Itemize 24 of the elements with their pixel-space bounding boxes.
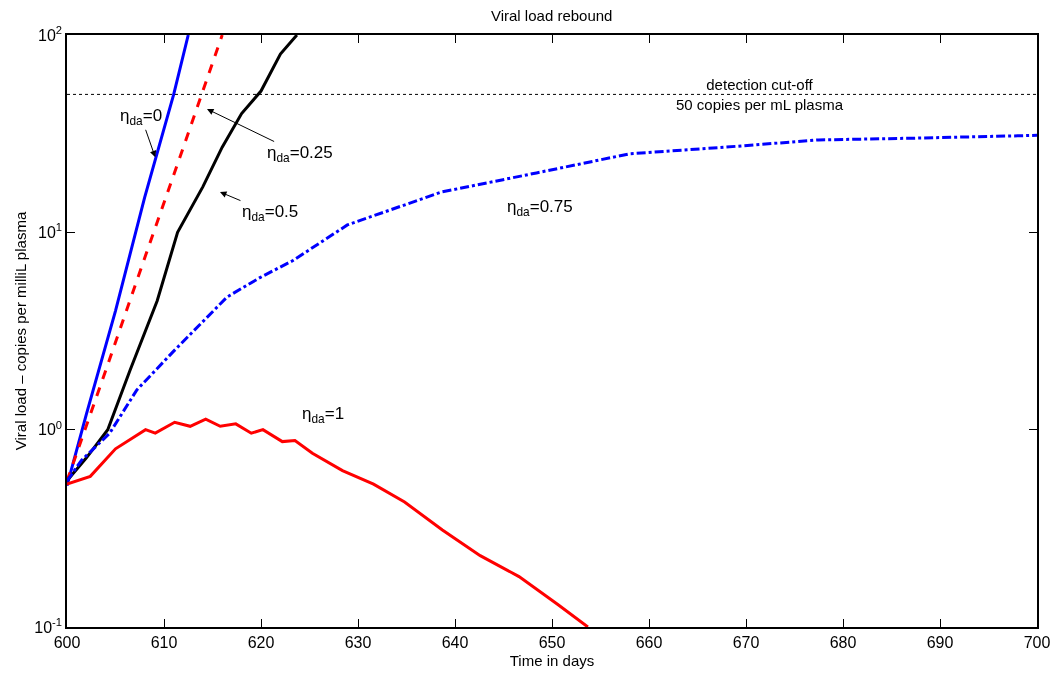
x-tick-label: 650 bbox=[538, 633, 566, 651]
x-tick-label: 700 bbox=[1023, 633, 1051, 651]
y-tick-label: 10$^{2}$ bbox=[38, 23, 63, 44]
x-tick-label: 660 bbox=[635, 633, 663, 651]
annotation: η$_{da}$=0 bbox=[120, 106, 163, 128]
annotation: η$_{da}$=0.25 bbox=[267, 143, 333, 165]
chart-title: Viral load rebound bbox=[490, 6, 613, 24]
annotation: η$_{da}$=0.75 bbox=[507, 197, 573, 219]
y-axis-title: Viral load – copies per milliL plasma bbox=[12, 211, 30, 451]
y-tick-label: 10$^{-1}$ bbox=[34, 615, 63, 636]
x-tick-label: 630 bbox=[344, 633, 372, 651]
x-axis-title: Time in days bbox=[509, 652, 595, 670]
x-tick-label: 610 bbox=[150, 633, 178, 651]
x-tick-label: 690 bbox=[926, 633, 954, 651]
ref-line-label: detection cut-off 50 copies per mL plasma bbox=[676, 76, 844, 113]
x-tick-label: 670 bbox=[732, 633, 760, 651]
y-tick-label: 10$^{1}$ bbox=[38, 221, 63, 241]
y-tick-label: 10$^{0}$ bbox=[38, 418, 63, 439]
x-tick-label: 620 bbox=[247, 633, 275, 651]
annotation: η$_{da}$=1 bbox=[302, 404, 345, 426]
annotation: η$_{da}$=0.5 bbox=[242, 202, 299, 224]
x-tick-label: 600 bbox=[53, 633, 81, 651]
x-tick-label: 640 bbox=[441, 633, 469, 651]
x-tick-label: 680 bbox=[829, 633, 857, 651]
